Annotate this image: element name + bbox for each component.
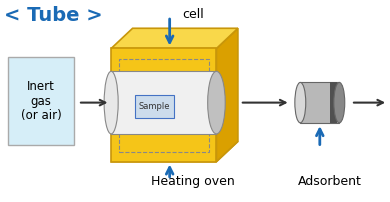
Text: Sample: Sample xyxy=(138,102,170,111)
Text: Inert
gas
(or air): Inert gas (or air) xyxy=(21,80,61,122)
FancyBboxPatch shape xyxy=(111,48,216,162)
Polygon shape xyxy=(111,141,238,162)
Ellipse shape xyxy=(207,71,225,134)
Text: Heating oven: Heating oven xyxy=(151,175,235,188)
FancyBboxPatch shape xyxy=(8,57,74,145)
Polygon shape xyxy=(111,28,238,48)
FancyBboxPatch shape xyxy=(111,71,216,134)
FancyBboxPatch shape xyxy=(300,82,339,123)
Polygon shape xyxy=(216,28,238,162)
Ellipse shape xyxy=(295,82,306,123)
Text: cell: cell xyxy=(182,8,204,21)
Text: Adsorbent: Adsorbent xyxy=(298,175,362,188)
Text: < Tube >: < Tube > xyxy=(4,6,103,25)
FancyBboxPatch shape xyxy=(135,95,174,118)
Ellipse shape xyxy=(104,71,118,134)
Ellipse shape xyxy=(334,82,345,123)
FancyBboxPatch shape xyxy=(330,82,337,123)
